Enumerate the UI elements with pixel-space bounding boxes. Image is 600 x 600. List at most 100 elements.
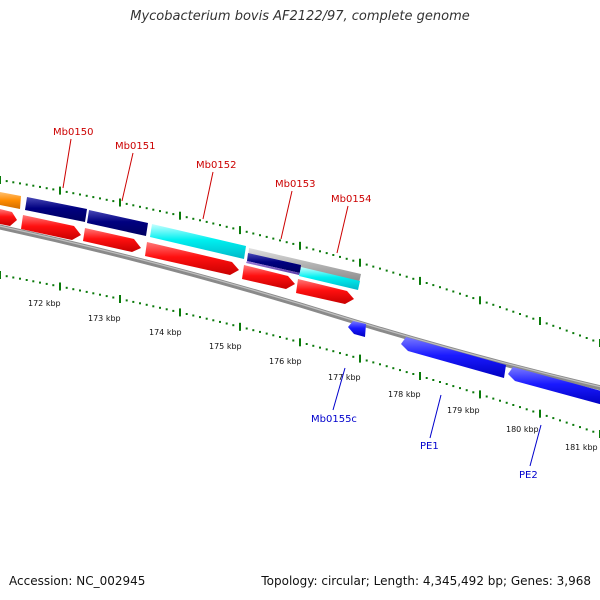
outer-ring-minor-tick — [439, 286, 441, 289]
inner-ring-minor-tick — [65, 286, 68, 289]
cds-arrow-pe1 — [401, 337, 506, 378]
leader-lines — [62, 138, 542, 467]
outer-ring-minor-tick — [392, 271, 395, 274]
outer-ring-minor-tick — [99, 197, 101, 200]
outer-ring-minor-tick — [139, 205, 141, 208]
outer-ring-minor-tick — [332, 254, 335, 256]
inner-ring-minor-tick — [139, 302, 141, 305]
inner-ring-minor-tick — [272, 334, 275, 337]
outer-ring-minor-tick — [285, 241, 288, 244]
scale-label-174: 174 kbp — [149, 328, 182, 337]
inner-ring-minor-tick — [432, 379, 435, 381]
gene-label-mb0154: Mb0154 — [331, 194, 371, 205]
outer-ring-minor-tick — [512, 310, 515, 313]
outer-ring-minor-tick — [225, 225, 228, 228]
cds-arrow-5 — [242, 265, 295, 289]
outer-ring-minor-tick — [52, 188, 55, 191]
inner-ring-minor-tick — [512, 404, 515, 406]
scale-label-180: 180 kbp — [506, 425, 539, 434]
inner-ring-minor-tick — [32, 280, 35, 283]
feature-cyan-2 — [299, 267, 360, 290]
outer-ring-major-tick — [419, 276, 421, 285]
outer-ring-minor-tick — [292, 242, 295, 245]
inner-ring-major-tick — [299, 338, 301, 347]
cds-arrow-6 — [296, 279, 354, 304]
topology-text: Topology: circular; Length: 4,345,492 bp… — [261, 574, 591, 588]
inner-ring-major-tick — [359, 354, 361, 363]
outer-ring-minor-tick — [159, 210, 161, 213]
inner-ring-minor-tick — [425, 377, 428, 379]
outer-ring-minor-tick — [112, 200, 115, 203]
outer-ring-minor-tick — [245, 230, 248, 233]
inner-ring-minor-tick — [312, 344, 315, 347]
outer-ring-major-tick — [359, 258, 361, 267]
outer-ring-minor-tick — [185, 216, 188, 219]
outer-ring-minor-tick — [279, 239, 281, 242]
outer-ring-minor-tick — [405, 275, 408, 278]
inner-ring-minor-tick — [545, 414, 548, 417]
outer-ring-minor-tick — [305, 246, 308, 249]
outer-ring-minor-tick — [5, 180, 8, 183]
inner-ring-minor-tick — [125, 299, 128, 302]
inner-ring-minor-tick — [459, 387, 461, 390]
outer-ring-minor-tick — [365, 263, 368, 266]
feature-navy-1 — [25, 197, 87, 222]
inner-ring-minor-tick — [132, 300, 135, 303]
inner-ring-minor-tick — [39, 281, 41, 284]
forward-cds-track — [0, 209, 354, 304]
inner-ring-minor-tick — [79, 289, 81, 292]
outer-ring-major-tick — [119, 198, 121, 207]
scale-label-172: 172 kbp — [28, 299, 61, 308]
gene-label-mb0150: Mb0150 — [53, 127, 93, 138]
inner-ring-minor-tick — [532, 410, 535, 413]
inner-ring-minor-tick — [405, 371, 408, 374]
outer-ring-minor-tick — [199, 219, 201, 222]
inner-ring-minor-tick — [219, 320, 221, 323]
inner-ring-major-tick — [539, 409, 541, 418]
inner-ring-minor-tick — [292, 339, 295, 342]
leader-mb0153 — [280, 190, 293, 240]
inner-ring-minor-tick — [392, 367, 395, 370]
feature-orange — [0, 192, 21, 209]
inner-ring-minor-tick — [525, 408, 528, 411]
outer-ring-major-tick — [0, 176, 1, 184]
inner-ring-minor-tick — [45, 282, 48, 285]
outer-ring-major-tick — [539, 317, 541, 325]
outer-ring-minor-tick — [152, 208, 155, 211]
inner-ring-minor-tick — [505, 401, 508, 404]
inner-ring-minor-tick — [92, 292, 95, 295]
outer-ring-minor-tick — [379, 267, 381, 270]
outer-ring-minor-tick — [45, 187, 48, 190]
outer-ring-minor-tick — [525, 315, 528, 318]
inner-ring-minor-tick — [352, 355, 355, 358]
leader-mb0152 — [202, 171, 214, 220]
feature-navy-3 — [247, 253, 301, 273]
inner-ring-minor-tick — [172, 309, 175, 312]
outer-ring-minor-tick — [25, 183, 28, 186]
outer-ring-minor-tick — [445, 288, 448, 291]
inner-ring-minor-tick — [19, 277, 21, 280]
inner-ring-minor-tick — [265, 332, 268, 335]
outer-ring-minor-tick — [565, 329, 568, 332]
inner-ring-minor-tick — [152, 305, 155, 308]
gene-label-mb0152: Mb0152 — [196, 160, 236, 171]
gene-label-mb0153: Mb0153 — [275, 179, 315, 190]
inner-ring-minor-tick — [559, 419, 561, 422]
cds-arrow-mb0155c — [348, 321, 366, 337]
outer-ring-minor-tick — [459, 292, 461, 295]
outer-ring-minor-tick — [579, 334, 581, 337]
outer-ring-minor-tick — [265, 235, 268, 238]
outer-ring-minor-tick — [465, 294, 468, 297]
forward-gene-labels: Mb0150 Mb0151 Mb0152 Mb0153 Mb0154 — [53, 127, 371, 205]
outer-ring-minor-tick — [552, 324, 555, 327]
inner-ring-minor-tick — [112, 296, 115, 299]
gene-label-pe1: PE1 — [420, 441, 439, 452]
outer-ring-major-tick — [479, 296, 481, 305]
inner-ring-major-tick — [179, 308, 181, 317]
leader-mb0151 — [121, 152, 134, 202]
genome-backbone-highlight — [0, 225, 600, 388]
outer-ring-minor-tick — [545, 322, 548, 325]
inner-ring-minor-tick — [339, 352, 341, 355]
outer-ring-minor-tick — [505, 308, 508, 311]
